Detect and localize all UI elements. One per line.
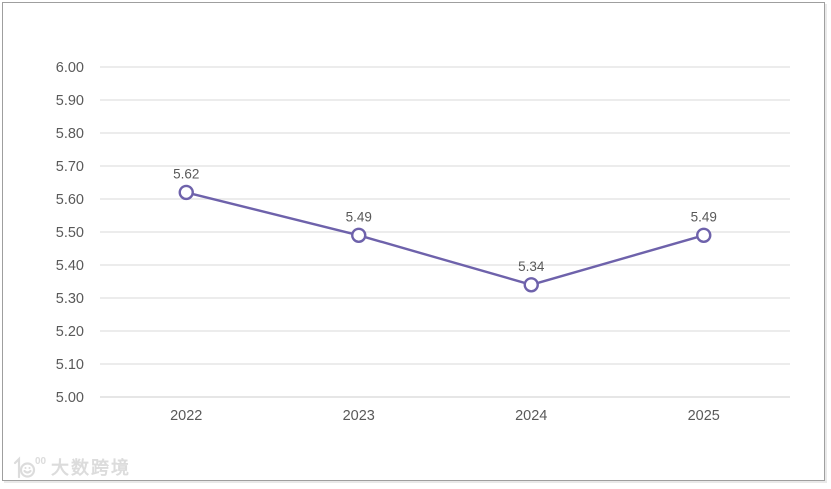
svg-text:5.00: 5.00 bbox=[56, 390, 84, 406]
svg-text:5.70: 5.70 bbox=[56, 159, 84, 175]
svg-text:5.49: 5.49 bbox=[346, 209, 372, 224]
svg-text:6.00: 6.00 bbox=[56, 60, 84, 76]
svg-text:5.50: 5.50 bbox=[56, 225, 84, 241]
svg-text:5.90: 5.90 bbox=[56, 93, 84, 109]
gridlines bbox=[100, 66, 790, 398]
svg-text:2023: 2023 bbox=[343, 408, 375, 424]
svg-text:2025: 2025 bbox=[688, 408, 720, 424]
svg-text:5.34: 5.34 bbox=[518, 259, 545, 274]
svg-text:2022: 2022 bbox=[170, 408, 202, 424]
data-series-line bbox=[185, 191, 705, 286]
svg-text:5.62: 5.62 bbox=[173, 166, 199, 181]
svg-text:5.40: 5.40 bbox=[56, 258, 84, 274]
svg-text:2024: 2024 bbox=[515, 408, 547, 424]
chart-frame bbox=[2, 2, 825, 481]
svg-text:5.20: 5.20 bbox=[56, 324, 84, 340]
watermark: 00 大数跨境 bbox=[12, 452, 131, 482]
svg-text:5.60: 5.60 bbox=[56, 192, 84, 208]
svg-text:00: 00 bbox=[35, 456, 46, 467]
svg-text:5.30: 5.30 bbox=[56, 291, 84, 307]
svg-text:5.10: 5.10 bbox=[56, 357, 84, 373]
svg-text:5.49: 5.49 bbox=[691, 209, 717, 224]
y-axis-tick-labels: 6.00 5.90 5.80 5.70 5.60 5.50 5.40 5.30 5.20 5.10… bbox=[56, 60, 84, 406]
smiley-100-logo-icon: 00 bbox=[12, 454, 47, 480]
x-axis-tick-labels: 2022 2023 2024 2025 bbox=[170, 408, 720, 424]
svg-text:5.80: 5.80 bbox=[56, 126, 84, 142]
data-point-value-labels: 5.62 5.49 5.34 5.49 bbox=[173, 166, 717, 273]
watermark-brand-text: 大数跨境 bbox=[51, 458, 131, 478]
data-point-markers bbox=[178, 184, 712, 293]
